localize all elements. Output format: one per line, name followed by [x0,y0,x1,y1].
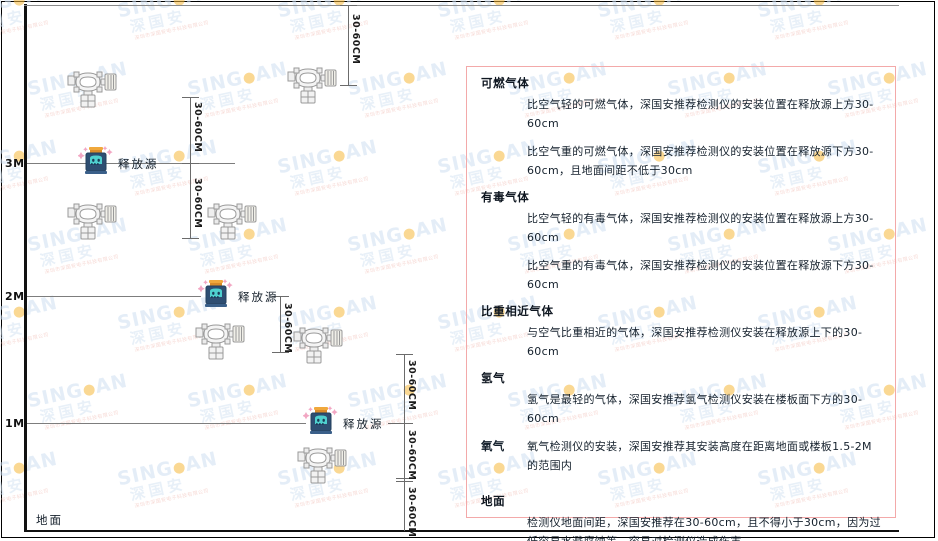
panel-sections: 可燃气体比空气轻的可燃气体，深国安推荐检测仪的安装位置在释放源上方30-60cm… [481,75,881,541]
release-source-label-1: 释放源 [118,157,159,171]
gas-detector-4 [66,198,118,246]
dimension-line-d [280,296,281,353]
dimension-tick-a-top [182,97,199,98]
dimension-tick-b-bottom [182,238,199,239]
guidance-panel: 可燃气体比空气轻的可燃气体，深国安推荐检测仪的安装位置在释放源上方30-60cm… [466,66,896,541]
release-source-1 [77,145,114,179]
release-source-3 [302,405,339,439]
panel-heading-similar-density-gas: 比重相近气体 [481,304,554,318]
panel-paragraph-similar-density-gas-0: 与空气比重相近的气体，深国安推荐检测仪安装在释放源上下的30-60cm [527,326,863,358]
panel-inline-oxygen-gas: 氧气 氧气检测仪的安装，深国安推荐其安装高度在距离地面或楼板1.5-2M的范围内 [481,437,881,475]
ground-label: 地面 [36,513,63,527]
dimension-label-d: 30-60CM [282,303,293,354]
ceiling-line [24,5,899,6]
panel-heading-toxic-gas: 有毒气体 [481,190,530,204]
release-source-2 [197,278,234,312]
release-source-label-2: 释放源 [238,290,279,304]
panel-spacer [481,484,881,493]
panel-paragraph-ground-0: 检测仪地面间距，深国安推荐在30-60cm，且不得小于30cm，因为过低容易水溅… [527,516,881,541]
dimension-label-e2: 30-60CM [406,430,417,481]
gas-detector-3 [206,198,258,246]
panel-paragraph-flammable-gas-0: 比空气轻的可燃气体，深国安推荐检测仪的安装位置在释放源上方30-60cm [527,98,874,130]
dimension-line-a [190,97,191,164]
dimension-label-e3: 30-60CM [406,487,417,538]
wall-axis-line [24,4,27,532]
dimension-tick-e-top [396,354,413,355]
level-line-2m [27,296,201,297]
dimension-tick-e-mid2b [396,481,413,482]
dimension-tick-c-top [340,5,357,6]
dimension-line-e [404,354,405,531]
panel-heading-hydrogen-gas: 氢气 [481,371,506,385]
panel-paragraph-toxic-gas-0: 比空气轻的有毒气体，深国安推荐检测仪的安装位置在释放源上方30-60cm [527,212,874,244]
gas-detector-7 [292,322,344,370]
panel-inline-key-oxygen-gas: 氧气 [481,439,505,453]
panel-paragraph-flammable-gas-1: 比空气重的可燃气体，深国安推荐检测仪的安装位置在释放源下方30-60cm，且地面… [527,145,874,177]
dimension-tick-a-bottom [182,163,199,164]
level-label-1m: 1M [5,417,25,430]
dimension-label-e1: 30-60CM [406,360,417,411]
level-line-3m [27,163,235,164]
gas-detector-5 [194,318,246,366]
gas-detector-2 [286,62,338,110]
panel-heading-flammable-gas: 可燃气体 [481,76,530,90]
panel-paragraph-toxic-gas-1: 比空气重的有毒气体，深国安推荐检测仪的安装位置在释放源下方30-60cm [527,259,874,291]
panel-heading-ground: 地面 [481,494,506,508]
level-label-3m: 3M [5,157,25,170]
dimension-label-a: 30-60CM [192,102,203,153]
panel-paragraph-hydrogen-gas-0: 氢气是最轻的气体，深国安推荐氢气检测仪安装在楼板面下方的30-60cm [527,393,863,425]
dimension-tick-c-bottom [340,85,357,86]
release-source-label-3: 释放源 [343,417,384,431]
dimension-line-b [190,163,191,239]
gas-detector-6 [296,442,348,490]
dimension-line-c [348,5,349,86]
dimension-tick-e-mid2 [396,478,413,479]
gas-detector-1 [66,66,118,114]
dimension-tick-d-bottom [272,352,289,353]
source-connector-1 [388,423,406,424]
dimension-tick-d-top [272,296,289,297]
floor-line [24,530,899,532]
level-line-1m [27,423,306,424]
panel-inline-value-oxygen-gas: 氧气检测仪的安装，深国安推荐其安装高度在距离地面或楼板1.5-2M的范围内 [527,440,872,472]
level-label-2m: 2M [5,290,25,303]
dimension-label-c: 30-60CM [350,14,361,65]
dimension-label-b: 30-60CM [192,178,203,229]
